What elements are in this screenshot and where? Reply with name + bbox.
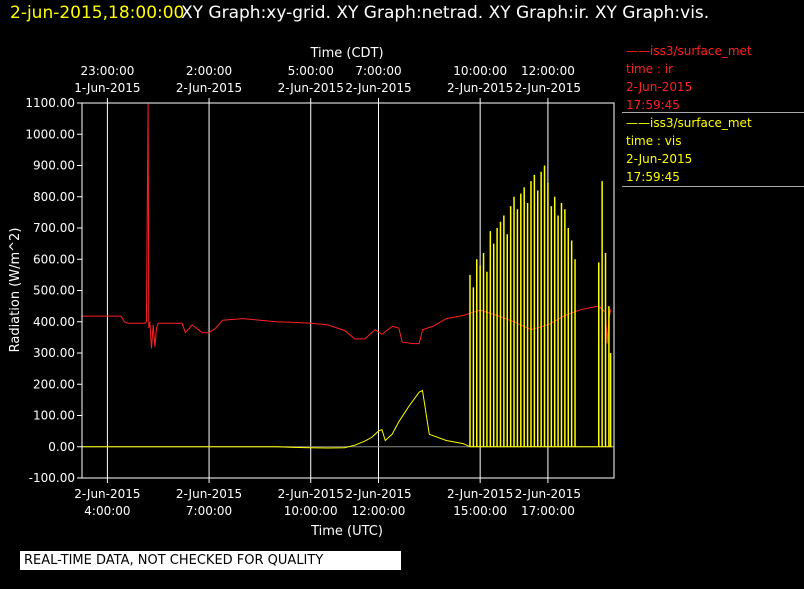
legend-vis-date: 2-Jun-2015	[626, 152, 693, 166]
x-top-tick-date: 2-Jun-2015	[176, 81, 242, 95]
x-tick-time: 10:00:00	[284, 504, 338, 518]
x-tick-date: 2-Jun-2015	[176, 487, 242, 501]
header-date: 2-jun-2015,18:00:00	[10, 3, 185, 23]
legend-vis-field: time : vis	[626, 134, 682, 148]
x-axis-bottom: 2-Jun-2015 4:00:00 2-Jun-2015 7:00:00 2-Jun-…	[74, 478, 581, 518]
x-top-tick-date: 2-Jun-2015	[447, 81, 513, 95]
legend-ir: ——iss3/surface_met time : ir 2-Jun-2015 …	[626, 42, 752, 114]
y-tick-label: 300.00	[33, 346, 75, 360]
x-tick-date: 2-Jun-2015	[278, 487, 344, 501]
x-top-tick-time: 2:00:00	[186, 64, 232, 78]
x-tick-date: 2-Jun-2015	[447, 487, 513, 501]
legend-vis: ——iss3/surface_met time : vis 2-Jun-2015…	[626, 114, 752, 186]
y-tick-label: 200.00	[33, 377, 75, 391]
y-tick-label: 0.00	[48, 440, 75, 454]
y-tick-label: -100.00	[29, 471, 75, 485]
x-top-tick-time: 23:00:00	[80, 64, 134, 78]
y-tick-label: 400.00	[33, 315, 75, 329]
y-tick-label: 1100.00	[25, 96, 75, 110]
x-tick-date: 2-Jun-2015	[515, 487, 581, 501]
series-layer	[82, 103, 613, 449]
legend-ir-date: 2-Jun-2015	[626, 80, 693, 94]
x-top-tick-time: 5:00:00	[288, 64, 334, 78]
x-top-tick-date: 2-Jun-2015	[515, 81, 581, 95]
x-axis-top: 23:00:00 1-Jun-2015 2:00:00 2-Jun-2015 5:00:…	[74, 64, 581, 103]
y-axis: -100.00 0.00 100.00 200.00 300.00 400.00 500.0…	[25, 96, 82, 485]
legend-ir-line: ——iss3/surface_met	[626, 44, 752, 58]
x-top-tick-date: 2-Jun-2015	[345, 81, 411, 95]
x-tick-date: 2-Jun-2015	[74, 487, 140, 501]
x-top-tick-date: 1-Jun-2015	[74, 81, 140, 95]
legend-vis-line: ——iss3/surface_met	[626, 116, 752, 130]
legend-ir-field: time : ir	[626, 62, 674, 76]
x-tick-time: 17:00:00	[521, 504, 575, 518]
legend-vis-time: 17:59:45	[626, 170, 680, 184]
x-tick-time: 4:00:00	[84, 504, 130, 518]
y-tick-label: 900.00	[33, 159, 75, 173]
quality-disclaimer: REAL-TIME DATA, NOT CHECKED FOR QUALITY	[20, 551, 401, 570]
x-tick-time: 7:00:00	[186, 504, 232, 518]
x-top-tick-time: 7:00:00	[355, 64, 401, 78]
header-bar: 2-jun-2015,18:00:00 XY Graph:xy-grid. XY…	[0, 0, 804, 26]
x-tick-time: 15:00:00	[453, 504, 507, 518]
legend-divider	[622, 112, 804, 113]
x-top-tick-time: 12:00:00	[521, 64, 575, 78]
y-tick-label: 500.00	[33, 284, 75, 298]
y-tick-label: 800.00	[33, 190, 75, 204]
x-axis-title-bottom: Time (UTC)	[310, 524, 383, 539]
y-tick-label: 700.00	[33, 221, 75, 235]
legend-divider	[622, 186, 804, 187]
x-axis-title-top: Time (CDT)	[309, 46, 383, 61]
x-top-tick-date: 2-Jun-2015	[278, 81, 344, 95]
y-axis-title: Radiation (W/m^2)	[8, 228, 23, 353]
series-vis-line	[82, 389, 613, 449]
legend-ir-time: 17:59:45	[626, 98, 680, 112]
y-tick-label: 100.00	[33, 409, 75, 423]
x-top-tick-time: 10:00:00	[453, 64, 507, 78]
x-tick-time: 12:00:00	[352, 504, 406, 518]
x-tick-date: 2-Jun-2015	[345, 487, 411, 501]
y-tick-label: 600.00	[33, 252, 75, 266]
y-tick-label: 1000.00	[25, 127, 75, 141]
header-graph-list: XY Graph:xy-grid. XY Graph:netrad. XY Gr…	[181, 3, 710, 23]
